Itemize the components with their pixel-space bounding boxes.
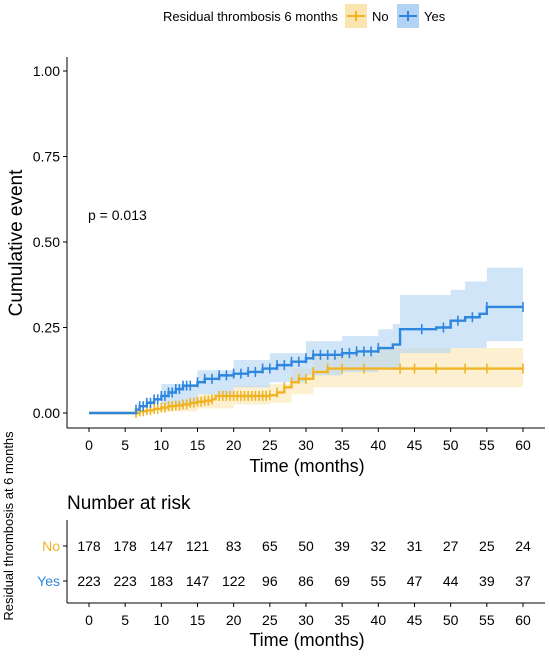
risk-count: 147	[186, 573, 210, 589]
legend-label-no: No	[372, 9, 389, 24]
x-tick-label: 45	[407, 437, 423, 453]
risk-count: 55	[371, 573, 387, 589]
x-tick-label: 30	[298, 437, 314, 453]
risk-count: 122	[222, 573, 246, 589]
risk-x-tick-label: 25	[262, 612, 278, 628]
risk-count: 39	[479, 573, 495, 589]
risk-x-tick-label: 55	[479, 612, 495, 628]
risk-count: 31	[407, 538, 423, 554]
risk-x-tick-label: 35	[334, 612, 350, 628]
legend-entry-no: No	[345, 4, 389, 28]
legend-label-yes: Yes	[424, 9, 446, 24]
risk-count: 25	[479, 538, 495, 554]
risk-x-tick-label: 50	[443, 612, 459, 628]
risk-count: 178	[113, 538, 137, 554]
x-tick-label: 50	[443, 437, 459, 453]
risk-count: 223	[113, 573, 137, 589]
risk-count: 50	[298, 538, 314, 554]
risk-count: 121	[186, 538, 210, 554]
x-tick-label: 10	[154, 437, 170, 453]
p-value: p = 0.013	[88, 207, 147, 223]
risk-count: 39	[334, 538, 350, 554]
legend-entry-yes: Yes	[397, 4, 446, 28]
risk-count: 27	[443, 538, 459, 554]
x-tick-label: 25	[262, 437, 278, 453]
risk-row-label: Yes	[37, 573, 60, 589]
main-plot: 0.00 0.25 0.50 0.75 1.00 0 5 10 15 20 25 30 35 40 45 5…	[6, 57, 545, 476]
risk-row-label: No	[42, 538, 60, 554]
risk-x-tick-label: 5	[121, 612, 129, 628]
risk-count: 69	[334, 573, 350, 589]
x-tick-label: 55	[479, 437, 495, 453]
y-tick-label: 0.75	[33, 149, 60, 165]
risk-count: 47	[407, 573, 423, 589]
risk-count: 44	[443, 573, 459, 589]
risk-x-tick-label: 45	[407, 612, 423, 628]
risk-x-tick-label: 20	[226, 612, 242, 628]
risk-table-y-label: Residual thrombosis at 6 months	[1, 431, 16, 621]
ci-band-yes	[89, 267, 523, 413]
risk-count: 65	[262, 538, 278, 554]
x-axis-label: Time (months)	[249, 456, 364, 476]
legend-title: Residual thrombosis 6 months	[163, 9, 338, 24]
risk-x-tick-label: 30	[298, 612, 314, 628]
risk-count: 86	[298, 573, 314, 589]
x-tick-label: 60	[515, 437, 531, 453]
legend: Residual thrombosis 6 months No Yes	[163, 4, 446, 28]
risk-x-tick-label: 40	[371, 612, 387, 628]
risk-x-tick-label: 60	[515, 612, 531, 628]
risk-x-tick-label: 0	[85, 612, 93, 628]
risk-count: 223	[77, 573, 101, 589]
risk-count: 83	[226, 538, 242, 554]
risk-count: 37	[515, 573, 531, 589]
y-tick-label: 0.00	[33, 405, 60, 421]
x-tick-label: 5	[121, 437, 129, 453]
x-tick-label: 20	[226, 437, 242, 453]
x-tick-label: 15	[190, 437, 206, 453]
y-tick-label: 1.00	[33, 63, 60, 79]
risk-row-yes: Yes 223 223 183 147 122 96 86 69 55 47 44 39 37	[37, 573, 531, 589]
y-tick-label: 0.25	[33, 320, 60, 336]
x-tick-label: 35	[334, 437, 350, 453]
x-tick-label: 40	[371, 437, 387, 453]
risk-count: 183	[150, 573, 174, 589]
risk-count: 24	[515, 538, 531, 554]
x-tick-label: 0	[85, 437, 93, 453]
risk-table-x-label: Time (months)	[249, 630, 364, 650]
risk-row-no: No 178 178 147 121 83 65 50 39 32 31 27 25 24	[42, 538, 531, 554]
risk-count: 178	[77, 538, 101, 554]
risk-count: 32	[371, 538, 387, 554]
risk-x-tick-label: 10	[154, 612, 170, 628]
risk-count: 96	[262, 573, 278, 589]
y-axis-label: Cumulative event	[6, 169, 27, 317]
risk-count: 147	[150, 538, 174, 554]
y-tick-label: 0.50	[33, 234, 60, 250]
risk-table: Number at risk No 178 178 147 121 83 65 50 39 32 3…	[1, 431, 545, 650]
risk-x-tick-label: 15	[190, 612, 206, 628]
risk-table-title: Number at risk	[67, 493, 191, 514]
